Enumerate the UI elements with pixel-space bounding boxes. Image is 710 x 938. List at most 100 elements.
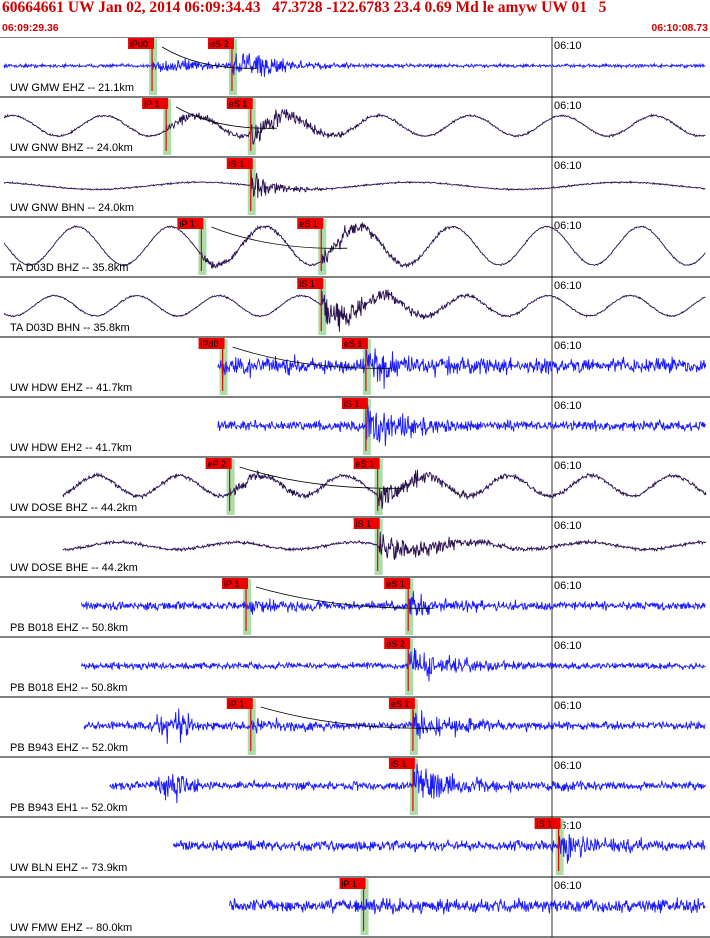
pick-label: iP 1 [144, 99, 159, 109]
coda-curve [260, 706, 439, 729]
pick-band [405, 639, 414, 695]
coda-curve [161, 46, 258, 69]
pick-label: eS 1 [299, 219, 318, 229]
trace-panel: 06:10 eP 2 eS 1 UW DOSE BHZ -- 44.2km [0, 456, 710, 517]
waveform-trace [3, 289, 706, 332]
pick-label: iPd0 [201, 339, 219, 349]
time-tick-label: 06:10 [554, 100, 582, 112]
pick-label-box [297, 218, 324, 229]
pick-label: iS 1 [344, 399, 360, 409]
pick-label-box [388, 698, 415, 709]
waveform-trace [62, 469, 707, 509]
waveform-trace [62, 531, 707, 561]
trace-panel: 06:10 iP 1 UW FMW EHZ -- 80.0km [0, 876, 710, 937]
trace-panel: 06:10 iS 1 UW GNW BHN -- 24.0km [0, 156, 710, 217]
waveform-trace [172, 833, 706, 864]
pick-band [247, 699, 256, 755]
trace-panel: 06:10 iP 1 eS 1 PB B943 EHZ -- 52.0km [0, 696, 710, 757]
waveform-trace [3, 109, 706, 145]
seismogram-panel: 06:10 iPd0 eS 2 UW GMW EHZ -- 21.1km 06:10 iP… [0, 37, 710, 938]
pick-label: iP 1 [179, 219, 194, 229]
pick-label: eP 2 [208, 459, 226, 469]
trace-panel: 06:10 iS 1 UW DOSE BHE -- 44.2km [0, 516, 710, 577]
station-label: PB B943 EHZ -- 52.0km [10, 742, 128, 754]
pick-label: iP 1 [224, 579, 239, 589]
waveform-trace [83, 708, 706, 744]
pick-label: iS 1 [537, 819, 553, 829]
pick-label-box [353, 518, 380, 529]
pick-label: eS 2 [210, 39, 229, 49]
station-label: PB B943 EH1 -- 52.0km [10, 802, 127, 814]
trace-panel: 06:10 iP 1 eS 1 TA D03D BHZ -- 35.8km [0, 216, 710, 277]
time-tick-label: 06:10 [554, 880, 582, 892]
time-tick-label: 06:10 [554, 520, 582, 532]
station-label: TA D03D BHZ -- 35.8km [10, 262, 128, 274]
coda-curve [211, 226, 348, 249]
pick-label: iS 1 [356, 519, 372, 529]
station-label: UW DOSE BHZ -- 44.2km [10, 502, 137, 514]
event-title: 60664661 UW Jan 02, 2014 06:09:34.43 47.… [2, 0, 607, 16]
window-end-time: 06:10:08.73 [651, 22, 708, 34]
time-tick-label: 06:10 [554, 340, 582, 352]
time-tick-label: 06:10 [554, 760, 582, 772]
window-start-time: 06:09:29.36 [2, 22, 59, 34]
time-tick-label: 06:10 [554, 280, 582, 292]
pick-label-box [534, 818, 561, 829]
pick-label-box [177, 218, 204, 229]
waveform-trace [3, 222, 706, 269]
pick-label: iS 1 [299, 279, 315, 289]
trace-panel: 06:10 iPd0 eS 1 UW HDW EHZ -- 41.7km [0, 336, 710, 397]
pick-band [374, 459, 383, 515]
time-tick-label: 06:10 [554, 700, 582, 712]
pick-label: iP 1 [342, 879, 357, 889]
station-label: UW GNW BHN -- 24.0km [10, 202, 134, 214]
time-tick-label: 06:10 [554, 40, 582, 52]
coda-curve [239, 466, 404, 489]
pick-label: iS 1 [391, 759, 407, 769]
trace-panel: 06:10 iPd0 eS 2 UW GMW EHZ -- 21.1km [0, 37, 710, 97]
pick-label: iS 1 [229, 159, 245, 169]
pick-band [409, 759, 418, 815]
time-tick-label: 06:10 [554, 640, 582, 652]
coda-curve [175, 106, 277, 129]
pick-label: eS 1 [356, 459, 375, 469]
waveform-trace [81, 647, 706, 682]
trace-panel: 06:10 iP 1 eS 1 PB B018 EHZ -- 50.8km [0, 576, 710, 637]
station-label: UW HDW EHZ -- 41.7km [10, 382, 132, 394]
trace-panel: 06:10 iS 1 PB B943 EH1 -- 52.0km [0, 756, 710, 817]
pick-label: eS 1 [391, 699, 410, 709]
station-label: PB B018 EHZ -- 50.8km [10, 622, 128, 634]
record-header: 60664661 UW Jan 02, 2014 06:09:34.43 47.… [0, 0, 710, 34]
coda-curve [255, 586, 435, 609]
trace-panel: 06:10 eS 2 PB B018 EH2 -- 50.8km [0, 636, 710, 697]
pick-label: eS 1 [229, 99, 248, 109]
waveform-trace [81, 591, 706, 616]
pick-band [198, 219, 207, 275]
pick-label-box [222, 578, 249, 589]
pick-label-box [226, 698, 253, 709]
time-tick-label: 06:10 [554, 220, 582, 232]
pick-label-box [341, 398, 368, 409]
pick-label: eS 1 [386, 579, 405, 589]
pick-label-box [388, 758, 415, 769]
pick-label-box [384, 638, 411, 649]
station-label: UW GNW BHZ -- 24.0km [10, 142, 133, 154]
waveform-trace [109, 763, 707, 804]
station-label: TA D03D BHN -- 35.8km [10, 322, 130, 334]
station-label: UW FMW EHZ -- 80.0km [10, 922, 132, 934]
waveform-trace [3, 168, 706, 199]
pick-band [318, 219, 327, 275]
station-label: UW BLN EHZ -- 73.9km [10, 862, 127, 874]
station-label: UW HDW EH2 -- 41.7km [10, 442, 132, 454]
station-label: UW DOSE BHE -- 44.2km [10, 562, 138, 574]
pick-band [318, 279, 327, 335]
trace-panel: 06:10 iP 1 eS 1 UW GNW BHZ -- 24.0km [0, 96, 710, 157]
pick-label-box [207, 38, 234, 49]
time-tick-label: 06:10 [554, 460, 582, 472]
pick-label-box [142, 98, 169, 109]
trace-panel: 06:10 iS 1 UW HDW EH2 -- 41.7km [0, 396, 710, 457]
time-tick-label: 06:10 [554, 580, 582, 592]
pick-label: eS 2 [386, 639, 405, 649]
pick-label-box [226, 158, 253, 169]
